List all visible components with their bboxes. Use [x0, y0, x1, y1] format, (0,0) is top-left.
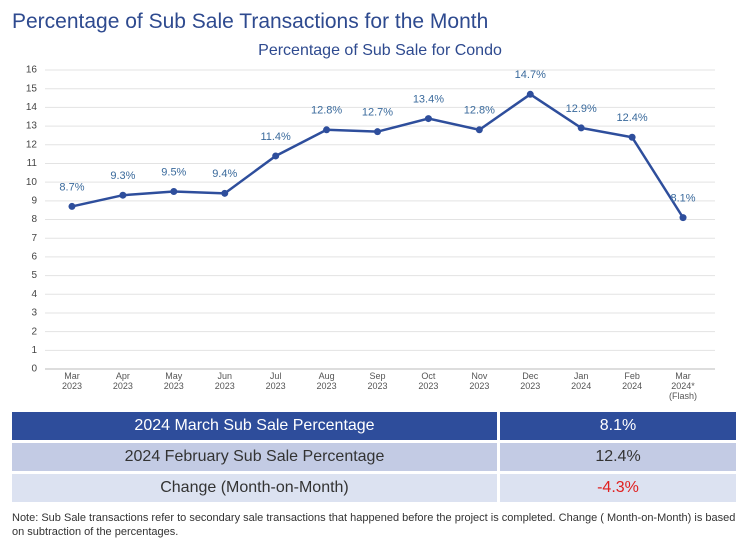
value-label: 12.7%	[362, 107, 393, 119]
point	[424, 115, 432, 123]
point	[374, 128, 381, 136]
table-label: 2024 March Sub Sale Percentage	[12, 412, 497, 440]
y-tick-label: 2	[31, 326, 37, 337]
y-tick-label: 16	[26, 65, 38, 76]
x-tick-label: Feb 2024	[622, 371, 642, 391]
chart: Percentage of Sub Sale for Condo 0123456…	[26, 42, 715, 401]
value-label: 9.3%	[110, 170, 135, 182]
point	[679, 214, 687, 222]
y-tick-label: 14	[26, 102, 38, 113]
table-row: 2024 March Sub Sale Percentage 8.1%	[12, 412, 736, 440]
table-row: 2024 February Sub Sale Percentage 12.4%	[12, 443, 736, 471]
x-tick-label: Apr 2023	[113, 371, 133, 391]
value-label: 8.1%	[670, 193, 695, 205]
x-tick-label: Nov 2023	[469, 371, 489, 391]
value-label: 12.9%	[566, 103, 597, 115]
value-label: 9.5%	[161, 166, 186, 178]
point	[526, 90, 534, 98]
table-value: 8.1%	[497, 412, 736, 440]
value-label: 12.8%	[464, 105, 495, 117]
table-row: Change (Month-on-Month) -4.3%	[12, 474, 736, 502]
value-label: 12.4%	[617, 112, 648, 124]
y-tick-label: 1	[31, 345, 37, 356]
point	[577, 124, 585, 132]
point	[323, 126, 331, 134]
table-value: -4.3%	[497, 474, 736, 502]
y-tick-label: 8	[31, 214, 37, 225]
note: Note: Sub Sale transactions refer to sec…	[12, 512, 736, 538]
x-tick-label: Oct 2023	[418, 371, 438, 391]
y-tick-label: 15	[26, 83, 38, 94]
point	[170, 187, 178, 195]
chart-title: Percentage of Sub Sale for Condo	[258, 42, 502, 59]
x-tick-label: Mar 2024* (Flash)	[669, 371, 697, 401]
point	[119, 191, 127, 199]
point	[628, 133, 636, 141]
y-tick-label: 12	[26, 139, 38, 150]
point	[221, 189, 229, 197]
y-tick-label: 3	[31, 308, 37, 319]
x-tick-label: May 2023	[164, 371, 184, 391]
x-tick-label: Sep 2023	[367, 371, 387, 391]
x-tick-label: Jan 2024	[571, 371, 591, 391]
point	[68, 202, 76, 210]
x-tick-label: Aug 2023	[317, 371, 337, 391]
table-value: 12.4%	[497, 443, 736, 471]
point	[475, 126, 483, 134]
page-title: Percentage of Sub Sale Transactions for …	[12, 10, 489, 33]
y-tick-label: 6	[31, 252, 37, 263]
value-label: 13.4%	[413, 93, 444, 105]
y-tick-label: 9	[31, 195, 37, 206]
y-tick-label: 4	[31, 289, 37, 300]
y-tick-label: 0	[31, 364, 37, 375]
x-tick-label: Jun 2023	[215, 371, 235, 391]
value-label: 14.7%	[515, 69, 546, 81]
point	[272, 152, 280, 160]
x-tick-label: Dec 2023	[520, 371, 540, 391]
value-label: 8.7%	[59, 181, 84, 193]
y-tick-label: 10	[26, 177, 38, 188]
summary-table: 2024 March Sub Sale Percentage 8.1% 2024 F…	[12, 409, 736, 505]
table-label: Change (Month-on-Month)	[12, 474, 497, 502]
x-tick-label: Mar 2023	[62, 371, 82, 391]
y-tick-label: 7	[31, 233, 37, 244]
value-label: 12.8%	[311, 105, 342, 117]
value-label: 11.4%	[260, 131, 291, 143]
y-tick-label: 13	[26, 121, 38, 132]
x-tick-label: Jul 2023	[266, 371, 286, 391]
value-label: 9.4%	[212, 168, 237, 180]
y-tick-label: 5	[31, 270, 37, 281]
table-label: 2024 February Sub Sale Percentage	[12, 443, 497, 471]
y-tick-label: 11	[27, 158, 38, 169]
